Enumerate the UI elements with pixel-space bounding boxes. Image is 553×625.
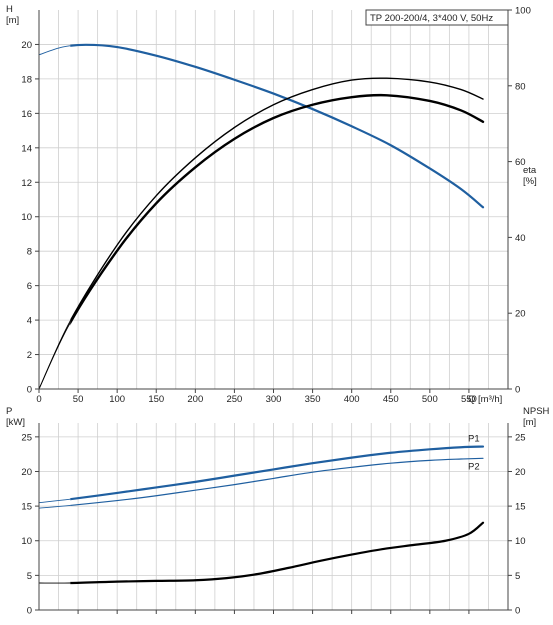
left-tick-label: 0 (27, 385, 32, 396)
right-tick-label: 20 (515, 309, 526, 320)
series-line-0-2 (70, 93, 485, 326)
series-line-extrapolated (38, 45, 71, 56)
right-tick-label: 10 (515, 536, 526, 547)
left-axis-label: P (6, 406, 12, 417)
right-tick-label: 5 (515, 571, 520, 582)
left-axis-label: [m] (6, 15, 19, 26)
x-tick-label: 500 (422, 394, 438, 405)
left-tick-label: 6 (27, 281, 32, 292)
left-tick-label: 20 (21, 467, 32, 478)
series-line-1-0 (70, 445, 485, 501)
series-line-0-1 (70, 77, 484, 323)
x-tick-label: 350 (305, 394, 321, 405)
right-axis-label: [m] (523, 417, 536, 428)
series-line-1-1 (70, 457, 484, 507)
x-tick-label: 450 (383, 394, 399, 405)
series-line-1-2 (70, 521, 485, 585)
series-label: P2 (468, 461, 480, 472)
right-tick-label: 60 (515, 157, 526, 168)
left-tick-label: 15 (21, 502, 32, 513)
left-tick-label: 8 (27, 247, 32, 258)
series-layer (38, 43, 485, 585)
left-axis-label: H (6, 4, 13, 15)
left-tick-label: 18 (21, 74, 32, 85)
right-tick-label: 40 (515, 233, 526, 244)
left-tick-label: 20 (21, 40, 32, 51)
right-tick-label: 25 (515, 432, 526, 443)
right-tick-label: 80 (515, 81, 526, 92)
series-label: P1 (468, 434, 480, 445)
left-tick-label: 25 (21, 432, 32, 443)
left-tick-label: 10 (21, 536, 32, 547)
x-tick-label: 100 (109, 394, 125, 405)
left-tick-label: 16 (21, 109, 32, 120)
x-tick-label: 550 (461, 394, 477, 405)
x-tick-label: 50 (73, 394, 84, 405)
axes-layer (35, 9, 512, 614)
x-tick-label: 300 (266, 394, 282, 405)
x-axis-label: Q [m³/h] (468, 394, 502, 405)
left-tick-label: 4 (27, 316, 32, 327)
legend-box (365, 9, 509, 26)
series-line-0-0 (70, 43, 485, 209)
left-tick-label: 0 (27, 606, 32, 617)
left-tick-label: 5 (27, 571, 32, 582)
left-tick-label: 10 (21, 212, 32, 223)
right-tick-label: 0 (515, 606, 520, 617)
left-tick-label: 14 (21, 143, 32, 154)
right-tick-label: 100 (515, 6, 531, 17)
legend-title: TP 200-200/4, 3*400 V, 50Hz (370, 13, 493, 24)
series-line-extrapolated (38, 504, 71, 509)
left-tick-label: 12 (21, 178, 32, 189)
right-axis-label: eta (523, 165, 537, 176)
x-tick-label: 250 (226, 394, 242, 405)
left-tick-label: 2 (27, 350, 32, 361)
right-tick-label: 15 (515, 502, 526, 513)
right-tick-label: 0 (515, 385, 520, 396)
grid-layer (39, 10, 508, 611)
series-line-extrapolated (38, 321, 71, 390)
left-axis-label: [kW] (6, 417, 25, 428)
right-axis-label: NPSH (523, 406, 550, 417)
x-tick-label: 150 (148, 394, 164, 405)
right-tick-label: 20 (515, 467, 526, 478)
x-tick-label: 200 (187, 394, 203, 405)
x-tick-label: 0 (36, 394, 41, 405)
x-tick-label: 400 (344, 394, 360, 405)
right-axis-label: [%] (523, 176, 537, 187)
